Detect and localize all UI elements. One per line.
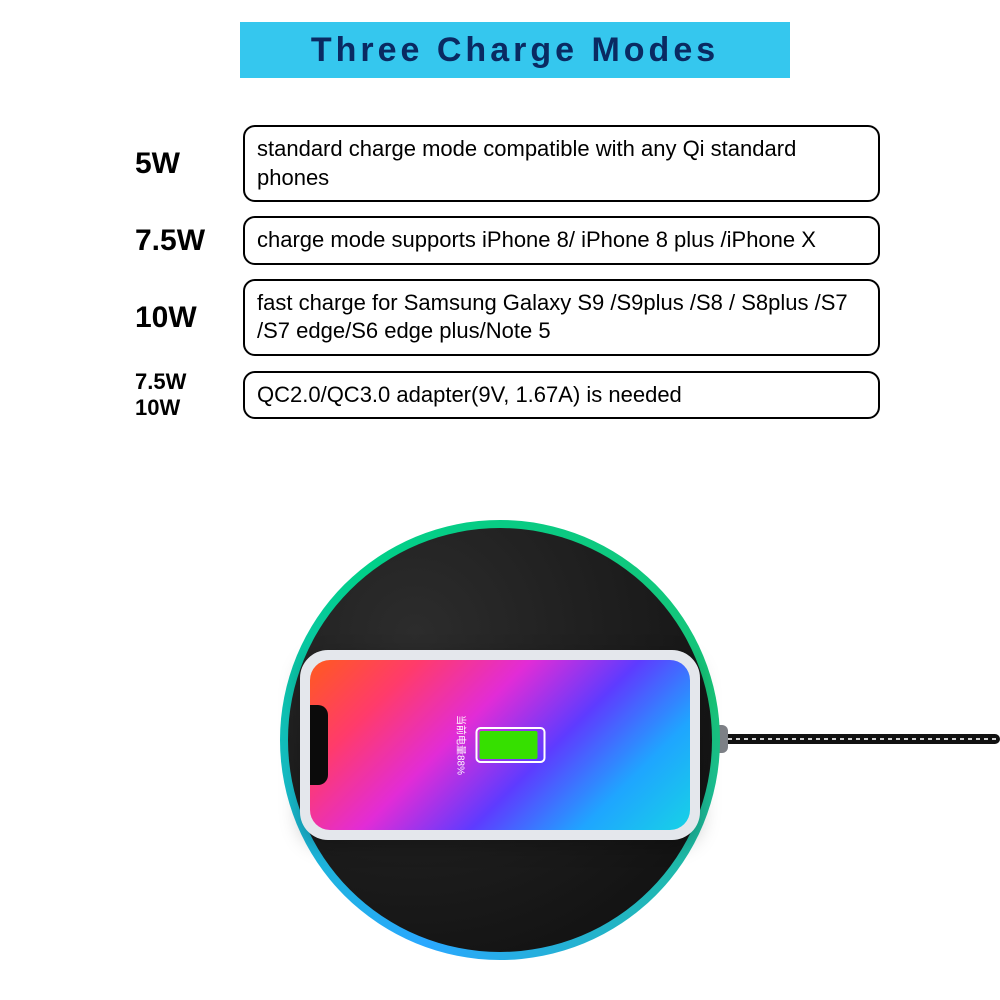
title-text: Three Charge Modes <box>311 31 719 70</box>
battery-text: 当前电量88% <box>455 715 470 775</box>
phone: 当前电量88% <box>300 650 700 840</box>
charger-illustration: 当前电量88% <box>0 490 1000 1000</box>
mode-row-10w: 10W fast charge for Samsung Galaxy S9 /S… <box>135 279 880 356</box>
mode-description: charge mode supports iPhone 8/ iPhone 8 … <box>243 216 880 265</box>
mode-label: 10W <box>135 301 235 334</box>
charging-cable <box>720 734 1000 744</box>
mode-label-line: 10W <box>135 396 235 420</box>
mode-label: 5W <box>135 147 235 180</box>
battery-fill <box>480 731 538 759</box>
mode-description: standard charge mode compatible with any… <box>243 125 880 202</box>
mode-label: 7.5W 10W <box>135 370 235 420</box>
title-banner: Three Charge Modes <box>240 22 790 78</box>
cable-texture <box>720 738 1000 740</box>
phone-notch <box>310 705 328 785</box>
mode-label-line: 7.5W <box>135 370 235 394</box>
charge-modes-list: 5W standard charge mode compatible with … <box>135 125 880 420</box>
mode-description: QC2.0/QC3.0 adapter(9V, 1.67A) is needed <box>243 371 880 420</box>
battery-icon <box>476 727 546 763</box>
mode-row-7-5w: 7.5W charge mode supports iPhone 8/ iPho… <box>135 216 880 265</box>
mode-row-adapter: 7.5W 10W QC2.0/QC3.0 adapter(9V, 1.67A) … <box>135 370 880 420</box>
phone-screen: 当前电量88% <box>310 660 690 830</box>
mode-row-5w: 5W standard charge mode compatible with … <box>135 125 880 202</box>
mode-description: fast charge for Samsung Galaxy S9 /S9plu… <box>243 279 880 356</box>
battery-indicator: 当前电量88% <box>455 715 546 775</box>
mode-label: 7.5W <box>135 224 235 257</box>
